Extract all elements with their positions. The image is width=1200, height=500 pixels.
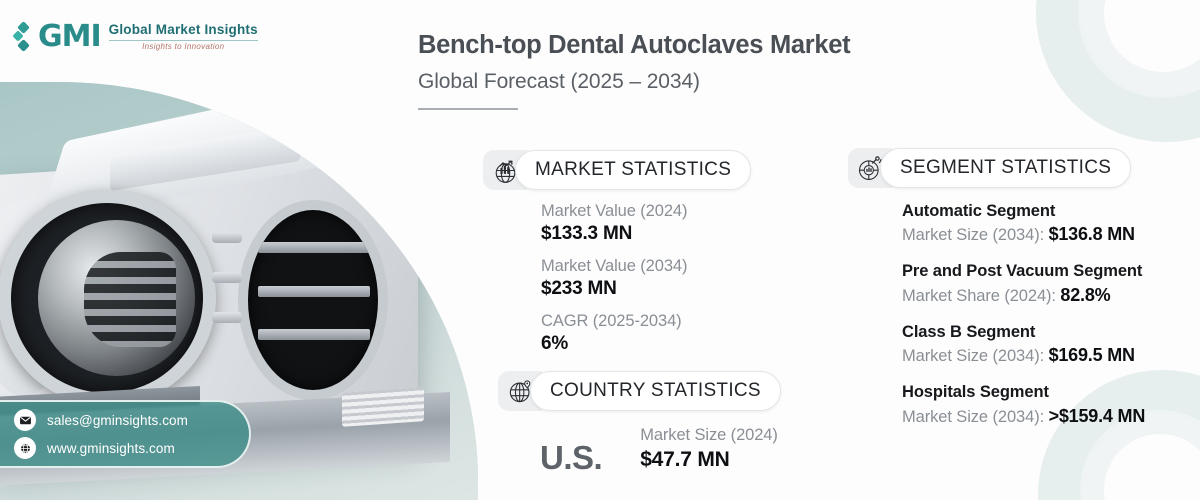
market-statistics-header: MARKET STATISTICS — [483, 150, 752, 190]
envelope-icon — [14, 409, 36, 431]
segment-metric-label: Market Size (2034): — [902, 226, 1049, 245]
contact-website-text: www.gminsights.com — [47, 440, 175, 456]
segment-name: Pre and Post Vacuum Segment — [902, 262, 1143, 281]
globe-icon — [14, 437, 36, 459]
autoclave-chamber-left — [0, 190, 216, 406]
stat-label: Market Value (2034) — [541, 256, 688, 275]
logo-divider — [108, 39, 258, 41]
machine-vents — [342, 387, 424, 427]
stat-label: Market Size (2024) — [640, 426, 778, 444]
segment-metric-label: Market Size (2034): — [902, 407, 1049, 426]
gmi-logo[interactable]: GMI Global Market Insights Insights to I… — [12, 19, 258, 54]
segment-metric-line: Market Size (2034): $136.8 MN — [902, 222, 1194, 247]
stat-label: Market Value (2024) — [541, 202, 688, 220]
logo-company-name: Global Market Insights — [108, 22, 258, 38]
segment-item: Class B Segment Market Size (2034): $169… — [902, 321, 1194, 368]
autoclave-machine-illustration — [0, 82, 460, 500]
chamber-handle — [212, 232, 242, 243]
segment-name: Automatic Segment — [902, 202, 1056, 220]
segment-metric-line: Market Size (2034): $169.5 MN — [902, 343, 1194, 368]
stat-value: 6% — [541, 333, 569, 355]
page-header: Bench-top Dental Autoclaves Market Globa… — [418, 30, 851, 110]
logo-mark-text: GMI — [38, 19, 102, 54]
contact-panel: sales@gminsights.com www.gminsights.com — [0, 400, 251, 468]
stat-value: $47.7 MN — [640, 448, 730, 472]
page-title: Bench-top Dental Autoclaves Market — [418, 31, 851, 59]
contact-website-row[interactable]: www.gminsights.com — [14, 437, 249, 459]
decorative-ring-top-right-inner — [1078, 0, 1200, 98]
segment-item: Automatic Segment Market Size (2034): $1… — [902, 200, 1194, 247]
segment-metric-value: $169.5 MN — [1048, 345, 1135, 366]
segment-name: Hospitals Segment — [902, 383, 1049, 402]
sterilization-tray — [258, 242, 371, 254]
sterilization-tray — [258, 328, 371, 340]
segment-metric-value: >$159.4 MN — [1048, 405, 1146, 426]
stat-item: Market Value (2034) $233 MN — [541, 255, 687, 302]
logo-diamond-icon — [12, 21, 30, 52]
stat-item: Market Value (2024) $133.3 MN — [541, 200, 687, 247]
stat-item: CAGR (2025-2034) 6% — [541, 310, 687, 357]
segment-metric-label: Market Size (2034): — [902, 347, 1049, 366]
chamber-rack — [83, 252, 177, 348]
country-statistics-header: COUNTRY STATISTICS — [498, 371, 781, 411]
country-statistics-label: COUNTRY STATISTICS — [530, 371, 781, 411]
segment-metric-value: $136.8 MN — [1048, 224, 1135, 245]
segment-statistics-list: Automatic Segment Market Size (2034): $1… — [902, 200, 1194, 442]
contact-email-row[interactable]: sales@gminsights.com — [14, 409, 249, 431]
country-stat: Market Size (2024) $47.7 MN — [640, 424, 778, 474]
chamber-handle — [212, 312, 242, 323]
segment-item: Pre and Post Vacuum Segment Market Share… — [902, 260, 1194, 307]
logo-tagline: Insights to Innovation — [142, 41, 225, 51]
chamber-handle — [212, 272, 242, 283]
autoclave-chamber-right — [238, 200, 388, 400]
segment-statistics-label: SEGMENT STATISTICS — [880, 148, 1132, 188]
stat-label: CAGR (2025-2034) — [541, 311, 682, 330]
segment-metric-line: Market Share (2024): 82.8% — [902, 283, 1194, 308]
segment-metric-label: Market Share (2024): — [902, 286, 1061, 305]
country-statistics-row: U.S. Market Size (2024) $47.7 MN — [540, 424, 778, 474]
segment-metric-line: Market Size (2034): >$159.4 MN — [902, 404, 1194, 429]
segment-item: Hospitals Segment Market Size (2034): >$… — [902, 381, 1194, 428]
market-statistics-list: Market Value (2024) $133.3 MN Market Val… — [541, 200, 687, 365]
header-divider — [418, 107, 518, 110]
segment-name: Class B Segment — [902, 322, 1036, 341]
stat-value: $233 MN — [541, 278, 617, 300]
stat-value: $133.3 MN — [541, 223, 633, 245]
country-name: U.S. — [540, 438, 603, 476]
segment-metric-value: 82.8% — [1060, 284, 1111, 305]
contact-email-text: sales@gminsights.com — [47, 412, 189, 428]
page-subtitle: Global Forecast (2025 – 2034) — [418, 69, 700, 93]
logo-wordmark: Global Market Insights Insights to Innov… — [108, 22, 258, 51]
sterilization-tray — [258, 285, 371, 297]
decorative-ring-top-right — [1036, 0, 1200, 142]
segment-statistics-header: SEGMENT STATISTICS — [848, 148, 1132, 188]
market-statistics-label: MARKET STATISTICS — [515, 150, 752, 190]
